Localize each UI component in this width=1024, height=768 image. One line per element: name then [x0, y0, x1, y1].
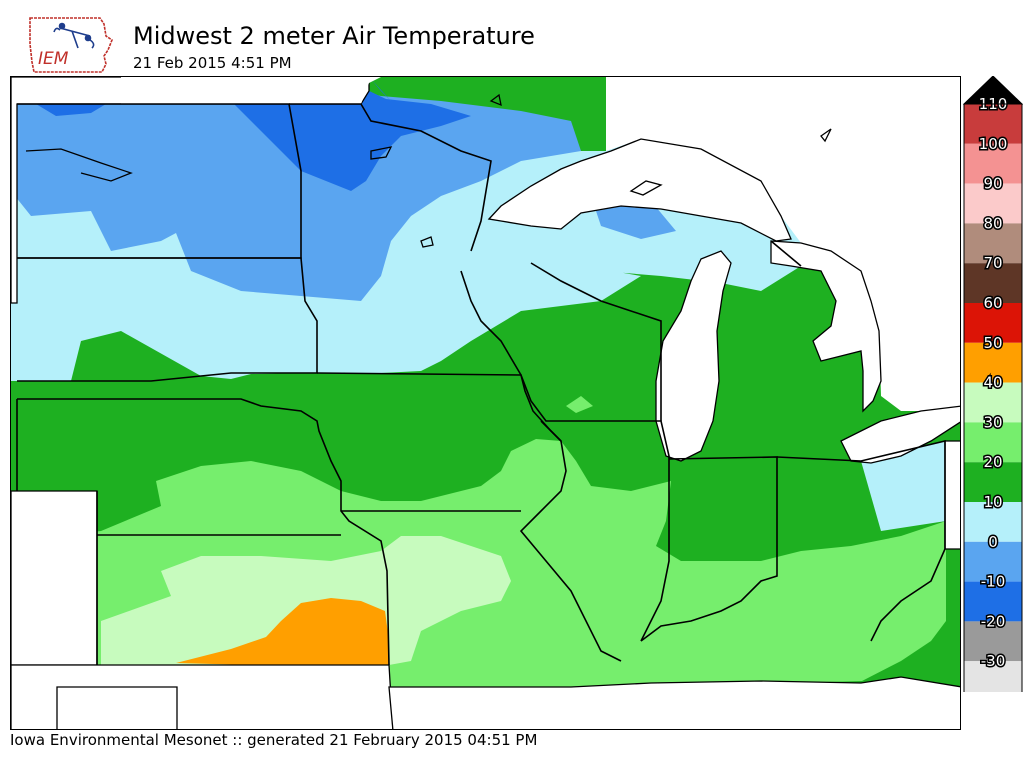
temperature-map — [10, 76, 961, 730]
iowa-outline — [29, 17, 113, 73]
ontario-region — [606, 77, 960, 411]
colorbar-bin — [964, 342, 1022, 383]
colorbar-bin — [964, 541, 1022, 582]
footer-credit: Iowa Environmental Mesonet :: generated … — [10, 731, 538, 749]
logo-text: IEM — [38, 49, 69, 69]
oklahoma-panhandle — [56, 686, 178, 729]
lake-superior — [489, 139, 791, 241]
colorbar-bin — [964, 502, 1022, 542]
colorbar-bin — [964, 422, 1022, 463]
iem-logo: IEM — [26, 14, 122, 76]
canada-region — [121, 77, 381, 104]
colorbar-label: -20 — [981, 612, 1006, 630]
colorbar-bin — [964, 104, 1022, 144]
colorbar-bin — [964, 382, 1022, 423]
colorbar-label: -10 — [981, 573, 1006, 591]
colorbar-bin — [964, 462, 1022, 502]
colorbar-label: 40 — [983, 374, 1002, 392]
colorado-region — [11, 490, 98, 666]
band-0-10 — [11, 77, 676, 301]
colorbar-label: 0 — [988, 533, 998, 551]
colorbar-label: 10 — [983, 493, 1002, 511]
east-region — [944, 440, 960, 550]
band-neg10-0 — [31, 79, 471, 191]
lake-huron — [771, 241, 881, 411]
colorbar-bin — [964, 183, 1022, 224]
colorbar-bin — [964, 223, 1022, 264]
lake-michigan — [656, 251, 731, 461]
colorbar-label: 20 — [983, 453, 1002, 471]
colorbar-label: 100 — [979, 135, 1008, 153]
band-50-60 — [176, 598, 389, 665]
colorbar-label: 50 — [983, 334, 1002, 352]
colorbar-bin — [964, 303, 1022, 343]
colorbar-label: 60 — [983, 294, 1002, 312]
colorbar-label: 90 — [983, 175, 1002, 193]
colorbar-label: 80 — [983, 214, 1002, 232]
colorbar-bin — [964, 263, 1022, 303]
map-title: Midwest 2 meter Air Temperature — [133, 22, 535, 50]
colorbar-label: -30 — [981, 652, 1006, 670]
colorbar-bin — [964, 143, 1022, 184]
temperature-colorbar: 110 100 90 80 70 60 50 40 30 20 10 0 -10 -20 -30 — [962, 75, 1024, 728]
colorbar-label: 30 — [983, 413, 1002, 431]
south-region — [388, 676, 960, 729]
colorbar-bin — [964, 581, 1022, 622]
coastlines — [25, 93, 960, 464]
colorbar-label: 70 — [983, 254, 1002, 272]
weather-instrument-icon — [53, 22, 95, 49]
map-timestamp: 21 Feb 2015 4:51 PM — [133, 54, 292, 72]
colorbar-bin — [964, 621, 1022, 662]
lake-erie — [841, 406, 960, 463]
